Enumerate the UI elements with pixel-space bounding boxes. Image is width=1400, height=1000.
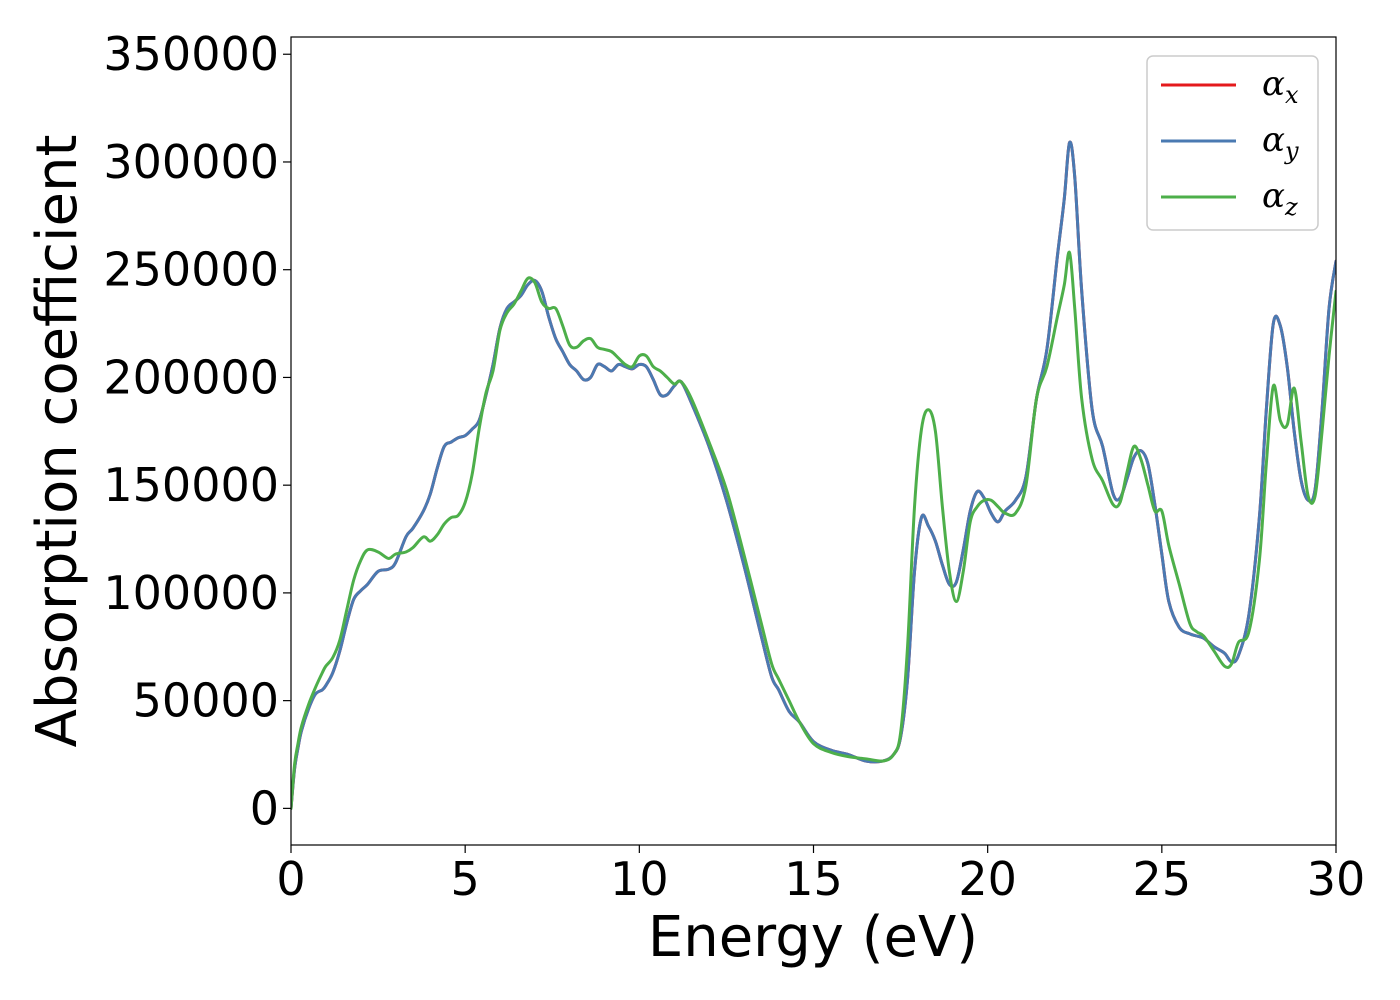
y-tick-label: 50000 <box>133 674 279 728</box>
x-tick-label: 25 <box>1133 852 1192 906</box>
x-tick-label: 5 <box>451 852 480 906</box>
y-axis-title: Absorption coefficient <box>25 135 90 748</box>
x-tick-label: 10 <box>610 852 669 906</box>
y-tick-label: 100000 <box>103 566 279 620</box>
y-tick-label: 150000 <box>103 458 279 512</box>
x-tick-label: 15 <box>784 852 843 906</box>
y-tick-label: 300000 <box>103 135 279 189</box>
series-line-z <box>291 250 1336 810</box>
y-tick-label: 350000 <box>103 27 279 81</box>
y-tick-label: 0 <box>250 781 279 835</box>
legend-label-y: αy <box>1262 120 1299 165</box>
x-tick-label: 30 <box>1307 852 1366 906</box>
x-axis-title: Energy (eV) <box>648 905 978 970</box>
legend-box <box>1146 55 1319 231</box>
y-tick-label: 200000 <box>103 350 279 404</box>
legend-label-x: αx <box>1262 64 1299 109</box>
x-tick-label: 20 <box>958 852 1017 906</box>
x-tick-label: 0 <box>276 852 305 906</box>
legend-label-z: αz <box>1262 176 1298 221</box>
y-tick-label: 250000 <box>103 243 279 297</box>
legend: αx αy αz <box>1146 55 1319 231</box>
